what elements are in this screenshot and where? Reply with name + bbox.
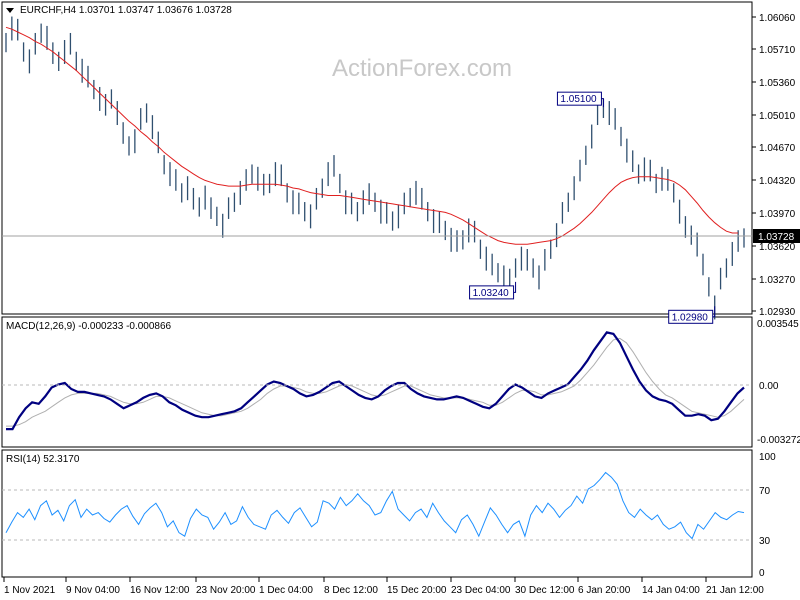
rsi-tick: 70 bbox=[759, 486, 771, 497]
price-tick: 1.03970 bbox=[759, 209, 796, 220]
rsi-panel-frame bbox=[1, 449, 753, 578]
macd-tick: -0.003272 bbox=[757, 435, 800, 446]
price-y-axis: 1.06060 1.05710 1.05360 1.05010 1.04670 … bbox=[752, 13, 796, 318]
rsi-tick: 0 bbox=[759, 568, 765, 579]
price-annotation-label: 1.03240 bbox=[473, 288, 510, 299]
price-tick: 1.05710 bbox=[759, 45, 796, 56]
x-tick: 30 Dec 12:00 bbox=[515, 585, 575, 596]
price-annotation-label: 1.02980 bbox=[672, 312, 709, 323]
watermark: ActionForex.com bbox=[332, 55, 512, 82]
price-moving-average bbox=[5, 26, 739, 245]
moving-average-line bbox=[5, 26, 739, 245]
macd-main-line bbox=[6, 331, 745, 431]
price-annotation-label: 1.05100 bbox=[560, 94, 597, 105]
price-tick: 1.05010 bbox=[759, 111, 796, 122]
x-tick: 15 Dec 20:00 bbox=[387, 585, 447, 596]
macd-tick: 0.003545 bbox=[757, 319, 799, 330]
x-tick: 8 Dec 12:00 bbox=[324, 585, 378, 596]
x-axis: 1 Nov 2021 9 Nov 04:00 16 Nov 12:00 23 N… bbox=[3, 577, 764, 596]
rsi-line bbox=[5, 471, 745, 540]
rsi-tick: 30 bbox=[759, 536, 771, 547]
macd-signal-line bbox=[6, 337, 745, 427]
macd-y-axis: 0.003545 0.00 -0.003272 bbox=[757, 319, 800, 446]
price-header: EURCHF,H4 1.03701 1.03747 1.03676 1.0372… bbox=[20, 5, 232, 16]
price-annotations: 1.05100 1.03240 1.02980 bbox=[469, 91, 716, 324]
x-tick: 16 Nov 12:00 bbox=[130, 585, 190, 596]
price-tick: 1.04670 bbox=[759, 143, 796, 154]
x-tick: 1 Nov 2021 bbox=[4, 585, 56, 596]
price-panel-frame bbox=[1, 1, 753, 315]
price-tick: 1.06060 bbox=[759, 13, 796, 24]
x-tick: 14 Jan 04:00 bbox=[642, 585, 700, 596]
macd-header: MACD(12,26,9) -0.000233 -0.000866 bbox=[6, 321, 172, 332]
x-tick: 23 Dec 04:00 bbox=[451, 585, 511, 596]
price-tick: 1.03270 bbox=[759, 275, 796, 286]
price-candles bbox=[5, 16, 745, 320]
price-annotation: 1.05100 bbox=[556, 91, 604, 108]
price-tick: 1.03620 bbox=[759, 242, 796, 253]
x-tick: 9 Nov 04:00 bbox=[66, 585, 120, 596]
rsi-tick: 100 bbox=[759, 452, 776, 463]
price-tick: 1.04320 bbox=[759, 176, 796, 187]
symbol-dropdown-icon[interactable] bbox=[6, 8, 14, 13]
rsi-main-line bbox=[5, 471, 745, 540]
rsi-header: RSI(14) 52.3170 bbox=[6, 454, 80, 465]
x-tick: 1 Dec 04:00 bbox=[259, 585, 313, 596]
price-tick: 1.05360 bbox=[759, 78, 796, 89]
price-tick: 1.02930 bbox=[759, 307, 796, 318]
x-tick: 23 Nov 20:00 bbox=[196, 585, 256, 596]
price-annotation: 1.03240 bbox=[469, 281, 517, 300]
macd-tick: 0.00 bbox=[759, 381, 779, 392]
current-price-badge: 1.03728 bbox=[753, 229, 800, 243]
x-tick: 6 Jan 20:00 bbox=[578, 585, 631, 596]
macd-lines bbox=[6, 331, 745, 431]
price-annotation: 1.02980 bbox=[668, 306, 716, 324]
macd-panel-frame bbox=[1, 316, 753, 448]
current-price-label: 1.03728 bbox=[758, 232, 795, 243]
rsi-y-axis: 100 70 30 0 bbox=[759, 452, 776, 579]
x-tick: 21 Jan 12:00 bbox=[706, 585, 764, 596]
